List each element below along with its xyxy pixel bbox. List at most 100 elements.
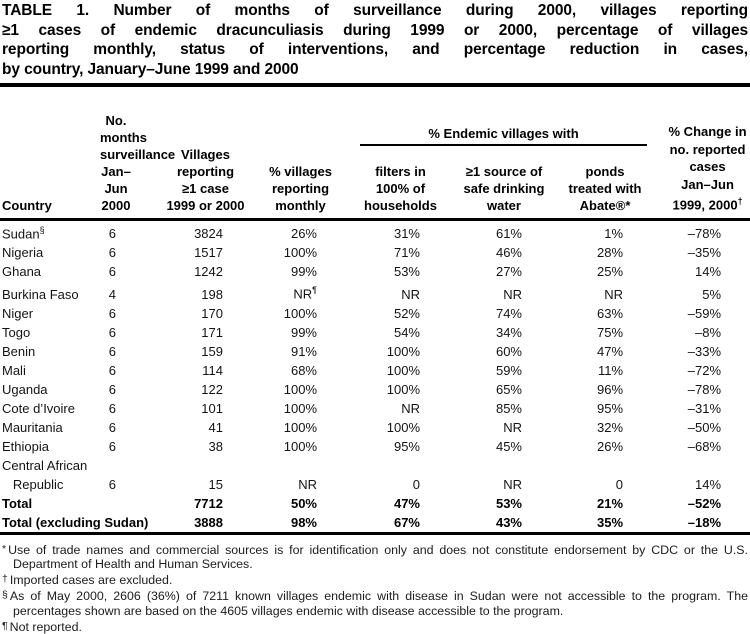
cell-pct-reporting: 99%	[290, 324, 317, 340]
table-title-last-line: by country, January–June 1999 and 2000	[2, 60, 299, 78]
col-header-safe-water: ≥1 source of safe drinking water	[463, 164, 545, 213]
cell-country: Ethiopia	[2, 438, 49, 454]
cell-change: 5%	[702, 286, 722, 302]
cell-pct-reporting: 68%	[290, 362, 317, 378]
cell-country: Burkina Faso	[2, 286, 79, 302]
cell-villages: 7712	[194, 495, 223, 511]
cell-villages: 38	[208, 438, 223, 454]
cell-filters: 47%	[393, 495, 420, 511]
cell-change: 14%	[695, 476, 722, 492]
footnote-text: Not reported.	[9, 619, 82, 634]
cell-months: 6	[108, 476, 116, 492]
cell-pct-reporting: 98%	[290, 514, 317, 530]
cell-months: 6	[108, 400, 116, 416]
cell-country: Total (excluding Sudan)	[2, 514, 149, 530]
table-row: Central African Republic 6 15 NR 0 NR 0 14%	[0, 456, 750, 494]
footnotes: * Use of trade names and commercial sourc…	[0, 535, 750, 634]
cell-pct-reporting: 100%	[283, 305, 317, 321]
header-row-sub: filters in 100% of households ≥1 source …	[0, 163, 750, 220]
col-group-endemic-villages: % Endemic villages with	[348, 87, 655, 163]
col-header-country: Country	[2, 198, 52, 213]
cell-filters: 54%	[393, 324, 420, 340]
cell-country: Togo	[2, 324, 31, 340]
cell-villages: 3824	[194, 226, 223, 242]
table-row: Mali 6 114 68% 100% 59% 11% –72%	[0, 361, 750, 380]
col-header-ponds-abate: ponds treated with Abate®*	[568, 164, 642, 213]
cell-ponds: 95%	[597, 400, 624, 416]
cell-safe-water: 61%	[495, 226, 522, 242]
cell-villages: 1242	[194, 264, 223, 280]
cell-ponds: 11%	[597, 362, 624, 378]
cell-country: Ghana	[2, 264, 42, 280]
cell-villages: 15	[208, 476, 223, 492]
cell-change: 14%	[695, 264, 722, 280]
cell-ponds: 26%	[597, 438, 624, 454]
cell-villages: 122	[201, 381, 223, 397]
cell-ponds: 96%	[597, 381, 624, 397]
cell-safe-water: 59%	[495, 362, 522, 378]
cell-safe-water: 74%	[495, 305, 522, 321]
cell-filters: 100%	[386, 381, 420, 397]
table-row: Mauritania 6 41 100% 100% NR 32% –50%	[0, 418, 750, 437]
cell-pct-reporting: 50%	[290, 495, 317, 511]
cell-villages: 171	[201, 324, 223, 340]
cell-ponds: 1%	[604, 226, 624, 242]
cell-filters: NR	[401, 286, 420, 302]
cell-villages: 3888	[194, 514, 223, 530]
table-header: Country No. months surveillance Jan–Jun …	[0, 87, 750, 220]
cell-change: –50%	[687, 419, 722, 435]
cell-filters: 100%	[386, 362, 420, 378]
footnote-sudan-access: § As of May 2000, 2606 (36%) of 7211 know…	[2, 588, 748, 619]
cell-pct-reporting: 100%	[283, 438, 317, 454]
table-title: TABLE 1. Number of months of surveillanc…	[0, 0, 750, 82]
cell-safe-water: NR	[503, 286, 522, 302]
table-row: Togo 6 171 99% 54% 34% 75% –8%	[0, 323, 750, 342]
cell-change: –33%	[687, 343, 722, 359]
cell-pct-reporting: 100%	[283, 245, 317, 261]
header-row-group: Country No. months surveillance Jan–Jun …	[0, 87, 750, 213]
cell-change: –68%	[687, 438, 722, 454]
table-row: Benin 6 159 91% 100% 60% 47% –33%	[0, 342, 750, 361]
cell-filters: 52%	[393, 305, 420, 321]
cell-filters: 0	[412, 476, 420, 492]
cell-filters: 95%	[393, 438, 420, 454]
table-row: Sudan§ 6 3824 26% 31% 61% 1% –78%	[0, 220, 750, 244]
cell-safe-water: 60%	[495, 343, 522, 359]
surveillance-table: Country No. months surveillance Jan–Jun …	[0, 87, 750, 535]
table-body: Sudan§ 6 3824 26% 31% 61% 1% –78% Nigeria 6 1517 10…	[0, 220, 750, 534]
cell-ponds: 0	[615, 476, 624, 492]
col-header-filters: filters in 100% of households	[364, 164, 437, 213]
table-row: Nigeria 6 1517 100% 71% 46% 28% –35%	[0, 243, 750, 262]
cell-ponds: 25%	[597, 264, 624, 280]
cell-ponds: 75%	[597, 324, 624, 340]
cell-country: Mauritania	[2, 419, 63, 435]
cell-pct-reporting: 100%	[283, 419, 317, 435]
cell-change: –78%	[687, 226, 722, 242]
footnote-marker: §	[2, 589, 8, 602]
cell-filters: 100%	[386, 343, 420, 359]
table-row: Cote d’Ivoire 6 101 100% NR 85% 95% –31%	[0, 399, 750, 418]
cell-villages: 41	[208, 419, 223, 435]
cell-change: –35%	[687, 245, 722, 261]
table-row: Burkina Faso 4 198 NR¶ NR NR NR 5%	[0, 281, 750, 303]
cell-change: –18%	[687, 514, 722, 530]
cell-filters: 53%	[393, 264, 420, 280]
cell-country: Total	[2, 495, 33, 511]
table-title-justified-lines: TABLE 1. Number of months of surveillanc…	[2, 2, 748, 58]
footnote-marker: †	[2, 573, 8, 586]
footnote-imported-cases: † Imported cases are excluded.	[2, 572, 748, 588]
cell-months: 6	[108, 362, 116, 378]
cell-change: –52%	[687, 495, 722, 511]
cell-months: 6	[108, 381, 116, 397]
cell-pct-reporting: 100%	[283, 381, 317, 397]
cell-villages: 159	[201, 343, 223, 359]
cell-pct-reporting: 26%	[290, 226, 317, 242]
cell-country: Uganda	[2, 381, 48, 397]
cell-change: –8%	[695, 324, 722, 340]
cell-safe-water: 46%	[495, 245, 522, 261]
cell-ponds: 21%	[597, 495, 624, 511]
cell-villages: 198	[201, 286, 223, 302]
cell-months: 6	[108, 305, 116, 321]
cell-country: Sudan§	[2, 225, 45, 242]
